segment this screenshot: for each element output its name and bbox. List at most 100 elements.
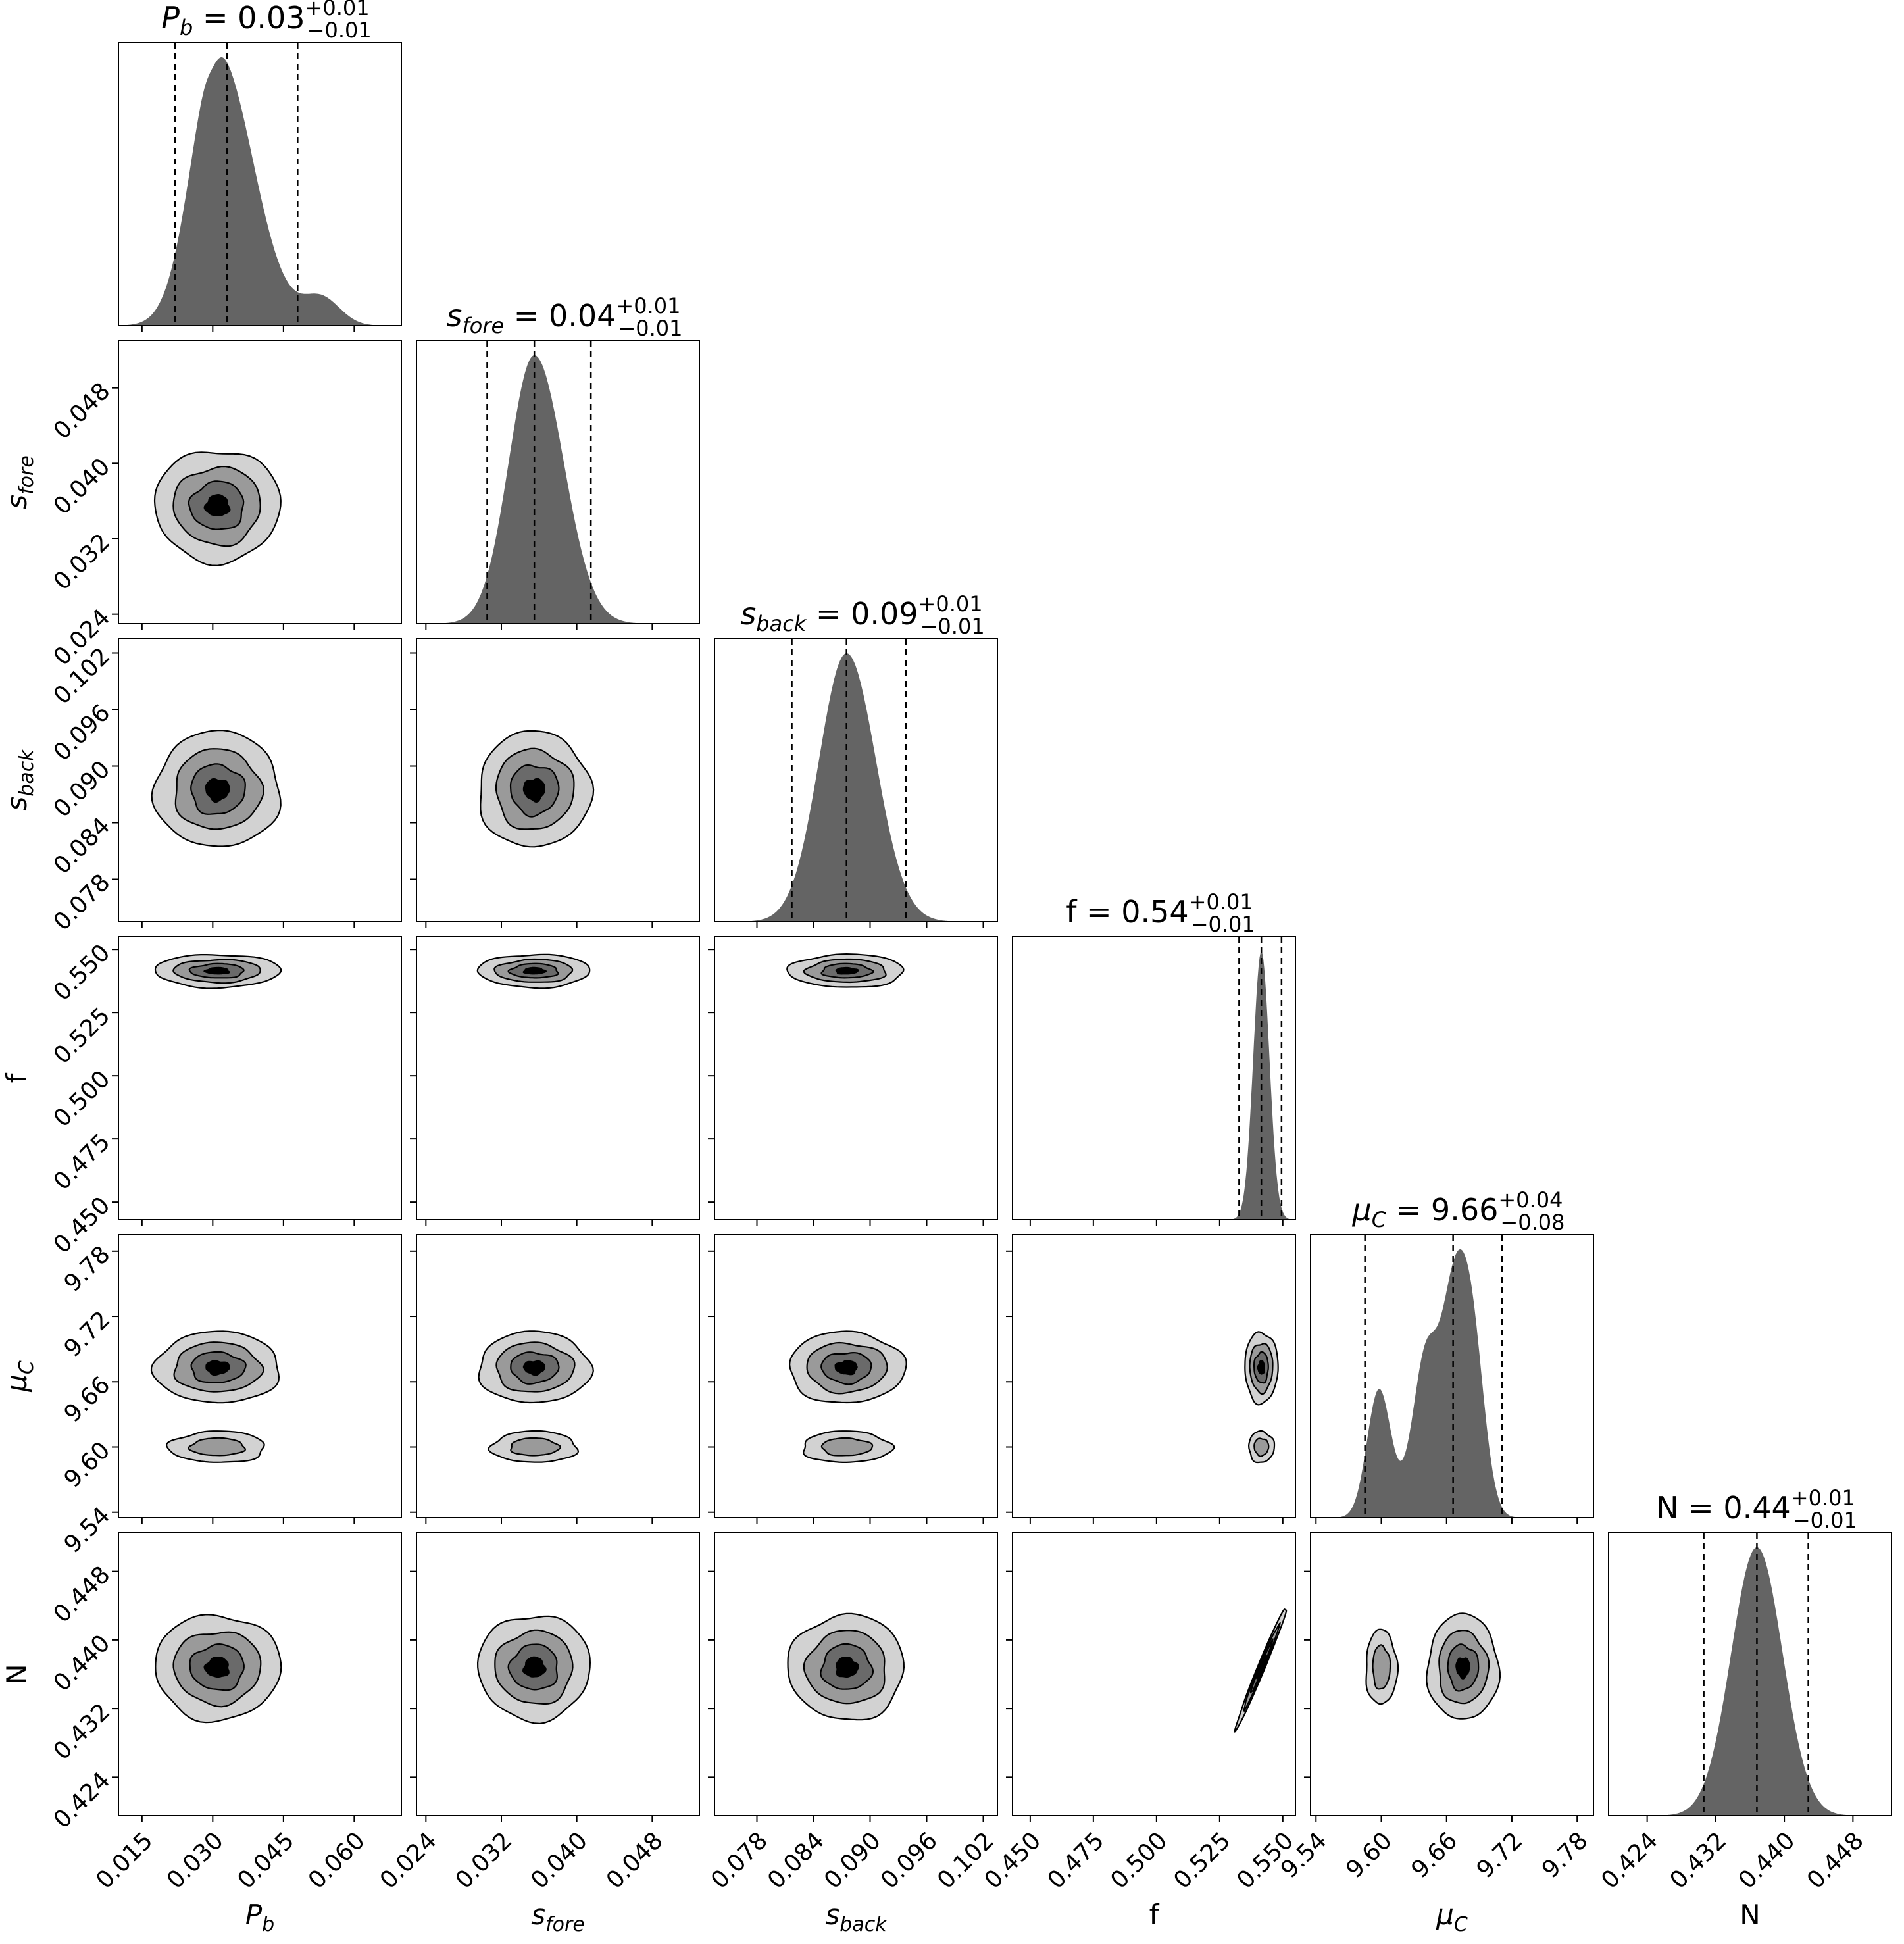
x-axis-label-sback: sback — [825, 1899, 888, 1936]
x-tick-label-Pb: 0.015 — [91, 1827, 158, 1894]
panel-frame — [1012, 1234, 1296, 1518]
y-tick-label-muC: 9.66 — [59, 1372, 116, 1428]
x-tick-label-N: 0.432 — [1665, 1827, 1732, 1894]
hist-panel-Pb: Pb = 0.03+0.01 −0.01 — [118, 0, 402, 332]
x-axis-label-sfore: sfore — [531, 1899, 585, 1936]
panel-frame — [118, 936, 402, 1220]
contour-panel-f-vs-sfore — [410, 936, 700, 1226]
contour-level-4 — [1256, 1655, 1267, 1680]
y-tick-label-sfore: 0.048 — [49, 378, 116, 445]
x-tick-label-f: 0.525 — [1168, 1827, 1236, 1894]
contour-level-4 — [205, 778, 230, 803]
contour-panel-N-vs-muC — [1304, 1532, 1594, 1822]
x-tick-label-muC: 9.60 — [1341, 1827, 1397, 1883]
x-tick-label-sback: 0.078 — [706, 1827, 773, 1894]
contour-level-4 — [522, 966, 547, 975]
panel-frame — [1310, 1532, 1594, 1816]
contour-panel-muC-vs-sfore — [410, 1234, 700, 1524]
histogram-Pb — [118, 57, 401, 326]
x-axis-label-N: N — [1740, 1899, 1760, 1931]
x-tick-label-Pb: 0.045 — [232, 1827, 299, 1894]
hist-panel-sfore: sfore = 0.04+0.01 −0.01 — [416, 293, 700, 630]
panel-frame — [416, 1532, 700, 1816]
contour-level-4 — [834, 1360, 858, 1376]
hist-panel-sback: sback = 0.09+0.01 −0.01 — [714, 591, 998, 928]
y-tick-label-sfore: 0.040 — [49, 453, 116, 520]
contour-level-4 — [1455, 1657, 1470, 1680]
y-tick-label-N: 0.424 — [49, 1767, 116, 1834]
contour-level-4 — [203, 966, 230, 975]
x-tick-label-sback: 0.084 — [763, 1827, 830, 1894]
panel-frame — [714, 638, 998, 922]
y-tick-label-N: 0.432 — [49, 1699, 116, 1766]
x-tick-label-sback: 0.090 — [819, 1827, 886, 1894]
contour-level-4 — [522, 1656, 547, 1678]
contour-level-4 — [836, 1657, 859, 1678]
x-tick-label-N: 0.448 — [1802, 1827, 1869, 1894]
x-axis-label-muC: μC — [1436, 1899, 1468, 1936]
x-tick-label-f: 0.500 — [1105, 1827, 1172, 1894]
panel-frame — [714, 1234, 998, 1518]
panel-frame — [1012, 936, 1296, 1220]
panel-frame — [416, 340, 700, 624]
panel-frame — [1608, 1532, 1892, 1816]
x-axis-Pb: 0.015 0.030 0.045 0.060 Pb — [91, 1827, 370, 1936]
y-axis-label-f: f — [1, 1072, 33, 1083]
x-axis-label-Pb: Pb — [245, 1899, 274, 1936]
hist-panel-muC: μC = 9.66+0.04 −0.08 — [1310, 1187, 1594, 1524]
x-tick-label-N: 0.424 — [1596, 1827, 1663, 1894]
param-title-f: f = 0.54+0.01 −0.01 — [1066, 889, 1255, 937]
x-tick-label-muC: 9.66 — [1407, 1827, 1463, 1883]
y-tick-label-f: 0.500 — [49, 1066, 116, 1133]
contour-secondary-mode-2 — [820, 1437, 874, 1457]
hist-panel-f: f = 0.54+0.01 −0.01 — [1012, 889, 1296, 1226]
contour-level-4 — [522, 1360, 546, 1376]
y-axis-label-muC: μC — [1, 1360, 38, 1393]
y-tick-label-f: 0.525 — [49, 1003, 116, 1070]
histogram-N — [1609, 1547, 1891, 1816]
histogram-sback — [714, 653, 997, 922]
contour-level-4 — [835, 966, 859, 975]
y-tick-label-muC: 9.72 — [59, 1306, 116, 1362]
y-tick-label-f: 0.450 — [49, 1192, 116, 1259]
panel-frame — [118, 42, 402, 326]
panel-frame — [1310, 1234, 1594, 1518]
x-tick-label-sback: 0.096 — [876, 1827, 943, 1894]
y-axis-label-N: N — [1, 1664, 33, 1684]
x-tick-label-sfore: 0.040 — [526, 1827, 593, 1894]
x-tick-label-Pb: 0.030 — [162, 1827, 229, 1894]
y-tick-label-sback: 0.096 — [49, 699, 116, 766]
contour-secondary-mode-2 — [1253, 1437, 1270, 1457]
histogram-muC — [1311, 1249, 1593, 1518]
param-title-muC: μC = 9.66+0.04 −0.08 — [1352, 1187, 1565, 1235]
y-tick-label-N: 0.440 — [49, 1630, 116, 1697]
y-axis-label-sback: sback — [1, 749, 38, 811]
contour-panel-N-vs-sback — [708, 1532, 998, 1822]
x-axis-N: 0.424 0.432 0.440 0.448 N — [1596, 1827, 1869, 1931]
x-axis-sfore: 0.024 0.032 0.040 0.048 sfore — [375, 1827, 668, 1936]
x-tick-label-sfore: 0.048 — [601, 1827, 668, 1894]
contour-level-4 — [205, 1360, 230, 1376]
contour-secondary-mode-2 — [188, 1437, 247, 1457]
x-tick-label-Pb: 0.060 — [303, 1827, 370, 1894]
param-title-sfore: sfore = 0.04+0.01 −0.01 — [447, 293, 683, 341]
param-title-N: N = 0.44+0.01 −0.01 — [1656, 1485, 1857, 1533]
contour-panel-muC-vs-f — [1006, 1234, 1296, 1524]
contour-level-4 — [522, 778, 545, 803]
hist-panel-N: N = 0.44+0.01 −0.01 — [1608, 1485, 1892, 1822]
x-tick-label-f: 0.475 — [1042, 1827, 1109, 1894]
y-tick-label-f: 0.475 — [49, 1129, 116, 1196]
y-tick-label-f: 0.550 — [49, 939, 116, 1007]
contour-panel-N-vs-f — [1006, 1532, 1296, 1822]
histogram-sfore — [416, 355, 699, 624]
param-title-sback: sback = 0.09+0.01 −0.01 — [740, 591, 984, 639]
histogram-f — [1013, 951, 1295, 1220]
y-tick-label-N: 0.448 — [49, 1561, 116, 1628]
